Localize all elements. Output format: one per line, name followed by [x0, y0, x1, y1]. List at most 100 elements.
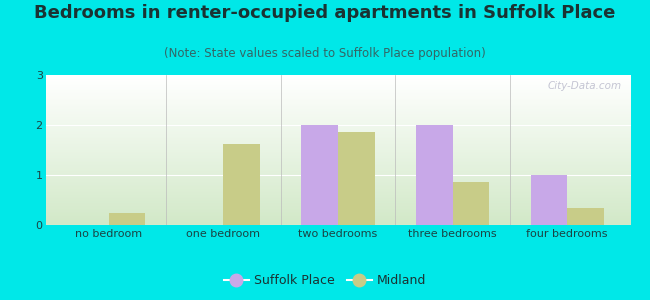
- Bar: [46, 81, 630, 82]
- Bar: [46, 201, 630, 202]
- Bar: [46, 122, 630, 123]
- Bar: [46, 169, 630, 171]
- Bar: [46, 152, 630, 153]
- Bar: [46, 180, 630, 182]
- Bar: [46, 117, 630, 118]
- Bar: [46, 224, 630, 225]
- Bar: [46, 142, 630, 144]
- Bar: [46, 114, 630, 116]
- Bar: [46, 85, 630, 87]
- Bar: [46, 126, 630, 128]
- Bar: [46, 136, 630, 138]
- Bar: [46, 112, 630, 114]
- Bar: [46, 200, 630, 201]
- Bar: [338, 132, 374, 225]
- Bar: [46, 178, 630, 180]
- Bar: [46, 111, 630, 112]
- Bar: [46, 183, 630, 184]
- Bar: [46, 88, 630, 90]
- Legend: Suffolk Place, Midland: Suffolk Place, Midland: [218, 269, 432, 292]
- Bar: [46, 182, 630, 183]
- Bar: [46, 216, 630, 218]
- Bar: [530, 175, 567, 225]
- Bar: [46, 129, 630, 130]
- Bar: [46, 87, 630, 88]
- Text: City-Data.com: City-Data.com: [547, 81, 621, 91]
- Bar: [224, 144, 260, 225]
- Bar: [46, 150, 630, 152]
- Bar: [46, 213, 630, 214]
- Bar: [46, 82, 630, 84]
- Bar: [46, 204, 630, 206]
- Bar: [46, 192, 630, 194]
- Bar: [46, 102, 630, 104]
- Bar: [46, 118, 630, 120]
- Bar: [46, 103, 630, 105]
- Bar: [46, 123, 630, 124]
- Bar: [46, 120, 630, 122]
- Bar: [46, 222, 630, 224]
- Bar: [46, 165, 630, 166]
- Bar: [46, 140, 630, 141]
- Bar: [46, 78, 630, 80]
- Bar: [46, 188, 630, 189]
- Bar: [46, 84, 630, 86]
- Bar: [46, 208, 630, 210]
- Bar: [46, 198, 630, 200]
- Bar: [452, 182, 489, 225]
- Bar: [46, 108, 630, 110]
- Bar: [46, 214, 630, 216]
- Bar: [46, 167, 630, 168]
- Bar: [46, 124, 630, 126]
- Bar: [46, 146, 630, 147]
- Bar: [46, 159, 630, 160]
- Bar: [46, 176, 630, 177]
- Bar: [46, 90, 630, 92]
- Bar: [46, 135, 630, 136]
- Bar: [46, 172, 630, 174]
- Bar: [302, 125, 338, 225]
- Bar: [46, 99, 630, 100]
- Bar: [567, 208, 604, 225]
- Bar: [46, 220, 630, 222]
- Bar: [46, 92, 630, 93]
- Bar: [46, 158, 630, 159]
- Bar: [46, 148, 630, 150]
- Bar: [46, 184, 630, 186]
- Bar: [46, 156, 630, 158]
- Bar: [46, 210, 630, 212]
- Bar: [46, 177, 630, 178]
- Bar: [416, 125, 452, 225]
- Bar: [46, 194, 630, 195]
- Bar: [46, 76, 630, 78]
- Bar: [46, 93, 630, 94]
- Bar: [46, 195, 630, 196]
- Bar: [46, 189, 630, 190]
- Bar: [46, 75, 630, 76]
- Bar: [46, 116, 630, 117]
- Bar: [46, 98, 630, 99]
- Bar: [46, 105, 630, 106]
- Bar: [46, 164, 630, 165]
- Bar: [46, 130, 630, 132]
- Bar: [46, 147, 630, 148]
- Bar: [46, 96, 630, 98]
- Bar: [46, 134, 630, 135]
- Bar: [46, 202, 630, 204]
- Bar: [46, 160, 630, 162]
- Bar: [46, 186, 630, 188]
- Bar: [46, 144, 630, 146]
- Bar: [46, 190, 630, 192]
- Bar: [46, 106, 630, 108]
- Bar: [46, 162, 630, 164]
- Bar: [46, 153, 630, 154]
- Bar: [109, 212, 146, 225]
- Bar: [46, 207, 630, 208]
- Bar: [46, 110, 630, 111]
- Bar: [46, 212, 630, 213]
- Bar: [46, 174, 630, 176]
- Bar: [46, 132, 630, 134]
- Bar: [46, 128, 630, 129]
- Text: Bedrooms in renter-occupied apartments in Suffolk Place: Bedrooms in renter-occupied apartments i…: [34, 4, 616, 22]
- Bar: [46, 219, 630, 220]
